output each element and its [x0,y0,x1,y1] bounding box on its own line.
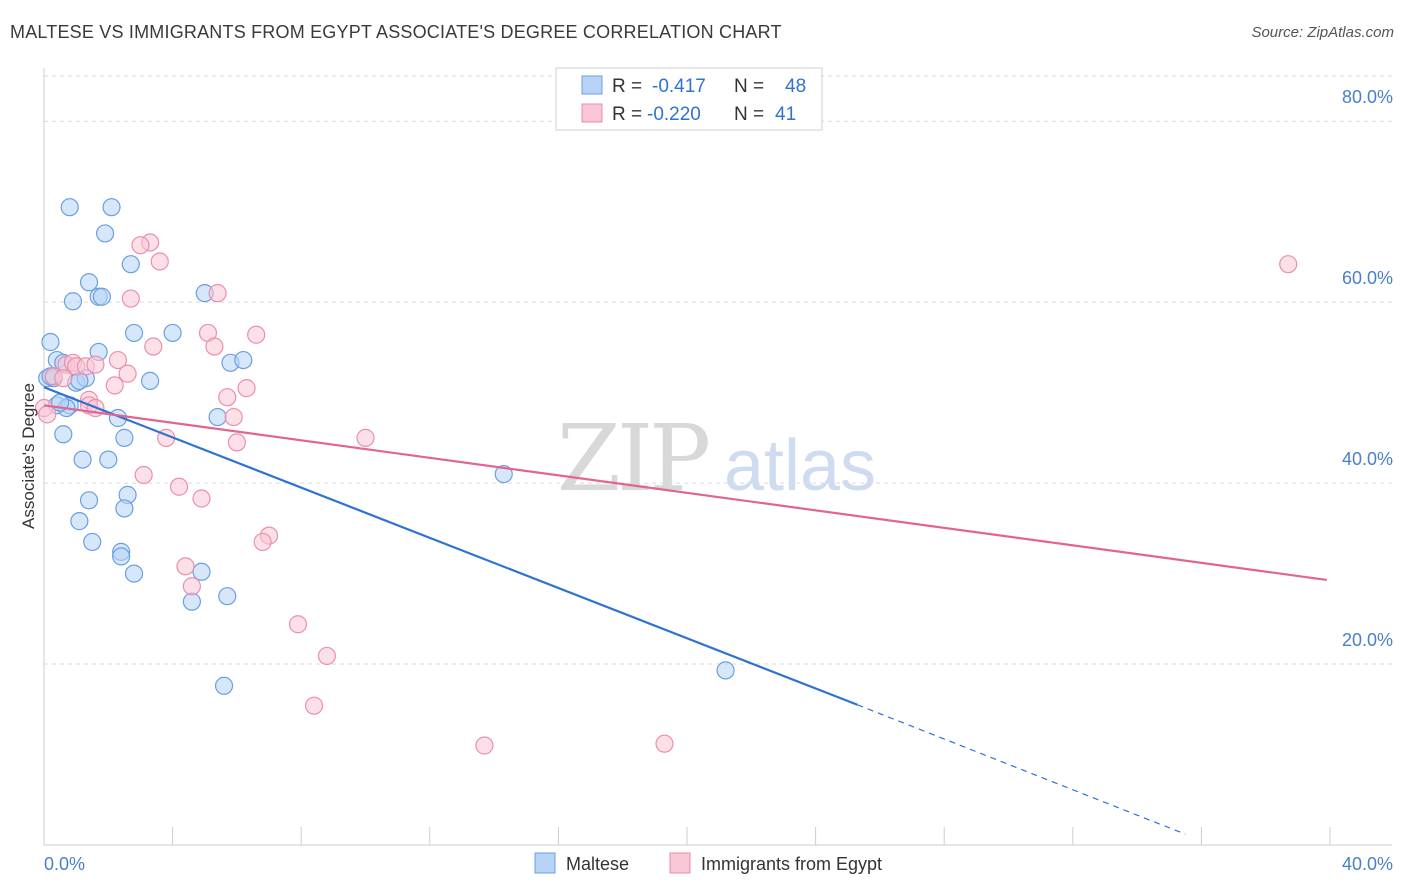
data-point [112,547,131,566]
data-point [176,557,195,576]
data-point [304,696,324,715]
source-label: Source: ZipAtlas.com [1251,24,1394,41]
legend-top: R = -0.417 N = 48 R = -0.220 N = 41 [555,67,823,131]
data-point [144,337,163,356]
data-point [227,433,246,452]
y-tick-label: 80.0% [1342,87,1393,107]
x-tick-label: 0.0% [44,854,85,874]
tick-labels: 20.0% 40.0% 60.0% 80.0% 0.0% 40.0% [44,87,1393,874]
data-point [218,388,237,407]
data-point [169,477,189,496]
data-point [118,364,137,383]
data-point [208,407,227,427]
data-point [234,350,253,370]
series-maltese [38,198,735,695]
data-point [38,405,57,424]
data-point [182,592,201,611]
data-point [124,323,144,343]
data-point [192,489,211,508]
data-point [237,379,256,398]
y-tick-label: 60.0% [1342,268,1393,288]
legend-n-label-maltese: N = [734,76,764,97]
grid-lines [44,75,1392,665]
data-point [54,425,73,444]
data-point [54,369,73,388]
data-point [655,734,674,753]
watermark-atlas: atlas [724,426,876,506]
legend-r-value-maltese: -0.417 [652,76,706,97]
data-point [124,564,144,583]
legend-r-value-egypt: -0.220 [647,104,701,125]
data-point [79,273,99,292]
bottom-legend-swatch-egypt [669,852,691,874]
data-point [494,464,513,484]
data-point [70,512,89,531]
legend-r-label-egypt: R = [612,104,642,125]
data-point [131,236,150,255]
legend-swatch-maltese [581,75,603,95]
data-point [121,255,140,274]
data-point [63,292,83,311]
y-axis-label: Associate's Degree [19,383,38,529]
data-point [140,371,160,390]
trend-line-maltese-extension [857,704,1186,835]
data-point [218,587,237,606]
data-point [1279,255,1298,274]
legend-n-value-maltese: 48 [785,76,806,97]
data-point [205,337,224,356]
data-point [83,532,102,552]
y-tick-label: 40.0% [1342,449,1393,469]
data-point [247,325,266,344]
data-point [356,428,375,447]
watermark-zip: ZIP [557,405,708,512]
trend-line-egypt [43,404,1327,582]
data-point [224,407,243,427]
data-point [317,646,337,666]
data-point [475,736,494,755]
data-point [716,661,735,680]
data-point [95,224,115,243]
data-point [253,532,272,552]
data-point [134,465,153,485]
data-point [41,332,60,352]
chart-title: MALTESE VS IMMIGRANTS FROM EGYPT ASSOCIA… [10,22,782,42]
data-point [79,491,99,510]
data-point [288,615,308,634]
legend-n-label-egypt: N = [734,104,764,125]
legend-swatch-egypt [581,103,603,123]
data-point [73,450,92,469]
data-point [182,577,201,596]
data-point [102,198,121,217]
data-point [150,252,169,271]
legend-r-label-maltese: R = [612,76,642,97]
bottom-legend-label-maltese: Maltese [566,854,629,874]
watermark: ZIP atlas [557,405,876,512]
data-point [208,284,227,303]
trend-lines [43,386,1327,835]
data-point [60,198,79,217]
bottom-legend-label-egypt: Immigrants from Egypt [701,854,882,874]
data-point [214,676,234,695]
bottom-legend-swatch-maltese [534,852,556,874]
data-point [163,323,182,343]
data-point [108,350,128,370]
data-point [192,562,211,581]
y-tick-label: 20.0% [1342,630,1393,650]
legend-n-value-egypt: 41 [775,104,796,125]
data-point [86,355,105,374]
data-point [115,499,134,518]
legend-bottom: Maltese Immigrants from Egypt [534,852,882,874]
data-point [121,289,140,308]
x-tick-label: 40.0% [1342,854,1393,874]
data-point [115,428,134,447]
data-point [92,287,111,306]
axes [43,68,1392,846]
trend-line-maltese [43,386,858,706]
data-point [99,450,118,469]
data-point [105,376,124,395]
